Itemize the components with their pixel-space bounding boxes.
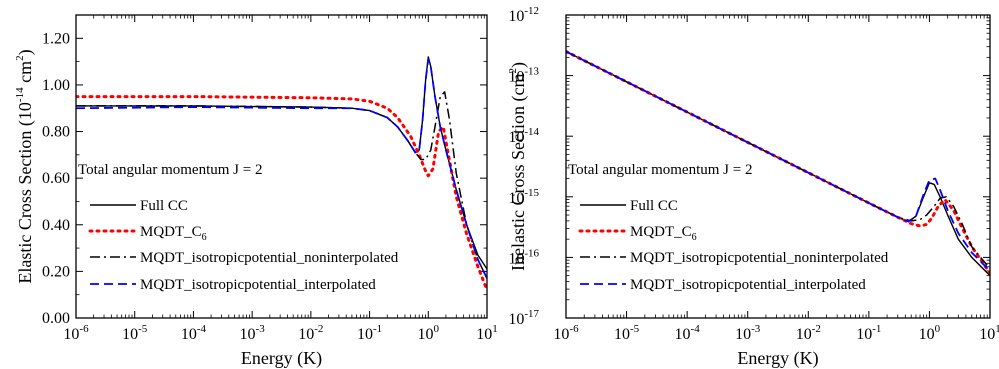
legend-label-c6: MQDT_C6 xyxy=(630,224,697,243)
series-group xyxy=(76,56,487,292)
y-tick-label: 10-16 xyxy=(508,247,539,267)
y-tick-label: 0.20 xyxy=(42,263,70,280)
legend-label-c6: MQDT_C6 xyxy=(140,224,207,243)
y-tick-label: 0.40 xyxy=(42,217,70,234)
x-tick-label: 10-6 xyxy=(63,323,89,343)
y-tick-label: 10-15 xyxy=(508,187,539,207)
chart-panel-2: 10-6 10-5 10-4 10-3 10-2 10-1 100 101 10-17 10-16… xyxy=(507,5,999,369)
y-tick-label: 10-17 xyxy=(508,308,539,328)
plot-frame xyxy=(75,14,488,319)
y-tick-label: 0.60 xyxy=(42,170,70,187)
legend-label-nonint: MQDT_isotropicpotential_noninterpolated xyxy=(140,250,399,266)
x-tick-label: 10-3 xyxy=(735,323,761,343)
x-tick-label: 10-5 xyxy=(122,323,148,343)
x-tick-label: 100 xyxy=(418,323,440,343)
x-tick-label: 10-5 xyxy=(614,323,640,343)
legend-label-interp: MQDT_isotropicpotential_interpolated xyxy=(140,277,376,293)
x-tick-label: 10-3 xyxy=(240,323,266,343)
legend-label-full: Full CC xyxy=(630,198,678,214)
x-tick-label: 100 xyxy=(919,323,941,343)
series-line-c6 xyxy=(76,95,487,292)
chart-panel-1: 10-6 10-5 10-4 10-3 10-2 10-1 100 101 0.00 0.20 0.… xyxy=(14,14,498,369)
y-tick-label: 10-13 xyxy=(508,66,539,86)
series-line-nonint xyxy=(76,91,487,279)
y-axis-label: Inelastic Cross Section (cm2) xyxy=(507,62,529,271)
x-tick-label: 10-1 xyxy=(357,323,382,343)
x-tick-label: 10-4 xyxy=(675,323,701,343)
annotation-text: Total angular momentum J = 2 xyxy=(78,162,262,178)
annotation-text: Total angular momentum J = 2 xyxy=(568,162,752,178)
y-axis-label: Elastic Cross Section (10-14 cm2) xyxy=(14,49,36,283)
x-axis-label: Energy (K) xyxy=(737,348,818,369)
legend-label-full: Full CC xyxy=(140,198,188,214)
y-tick-label: 0.00 xyxy=(42,310,70,327)
y-tick-label: 0.80 xyxy=(42,124,70,141)
y-tick-label: 1.20 xyxy=(42,30,70,47)
series-group xyxy=(566,49,990,277)
x-tick-label: 101 xyxy=(476,323,498,343)
y-tick-label: 10-14 xyxy=(508,126,539,146)
plot-frame xyxy=(565,14,991,319)
series-line-interp xyxy=(566,50,990,272)
y-tick-label: 10-12 xyxy=(508,5,539,25)
x-axis-label: Energy (K) xyxy=(241,348,322,369)
y-tick-label: 1.00 xyxy=(42,77,70,94)
x-tick-label: 10-1 xyxy=(856,323,881,343)
x-tick-label: 10-2 xyxy=(796,323,821,343)
legend-label-nonint: MQDT_isotropicpotential_noninterpolated xyxy=(630,250,889,266)
x-tick-label: 10-6 xyxy=(553,323,579,343)
legend-label-interp: MQDT_isotropicpotential_interpolated xyxy=(630,277,866,293)
x-tick-label: 10-4 xyxy=(181,323,207,343)
x-tick-label: 10-2 xyxy=(298,323,323,343)
series-line-nonint xyxy=(566,50,990,270)
x-tick-label: 101 xyxy=(979,323,999,343)
series-line-interp xyxy=(76,58,487,279)
